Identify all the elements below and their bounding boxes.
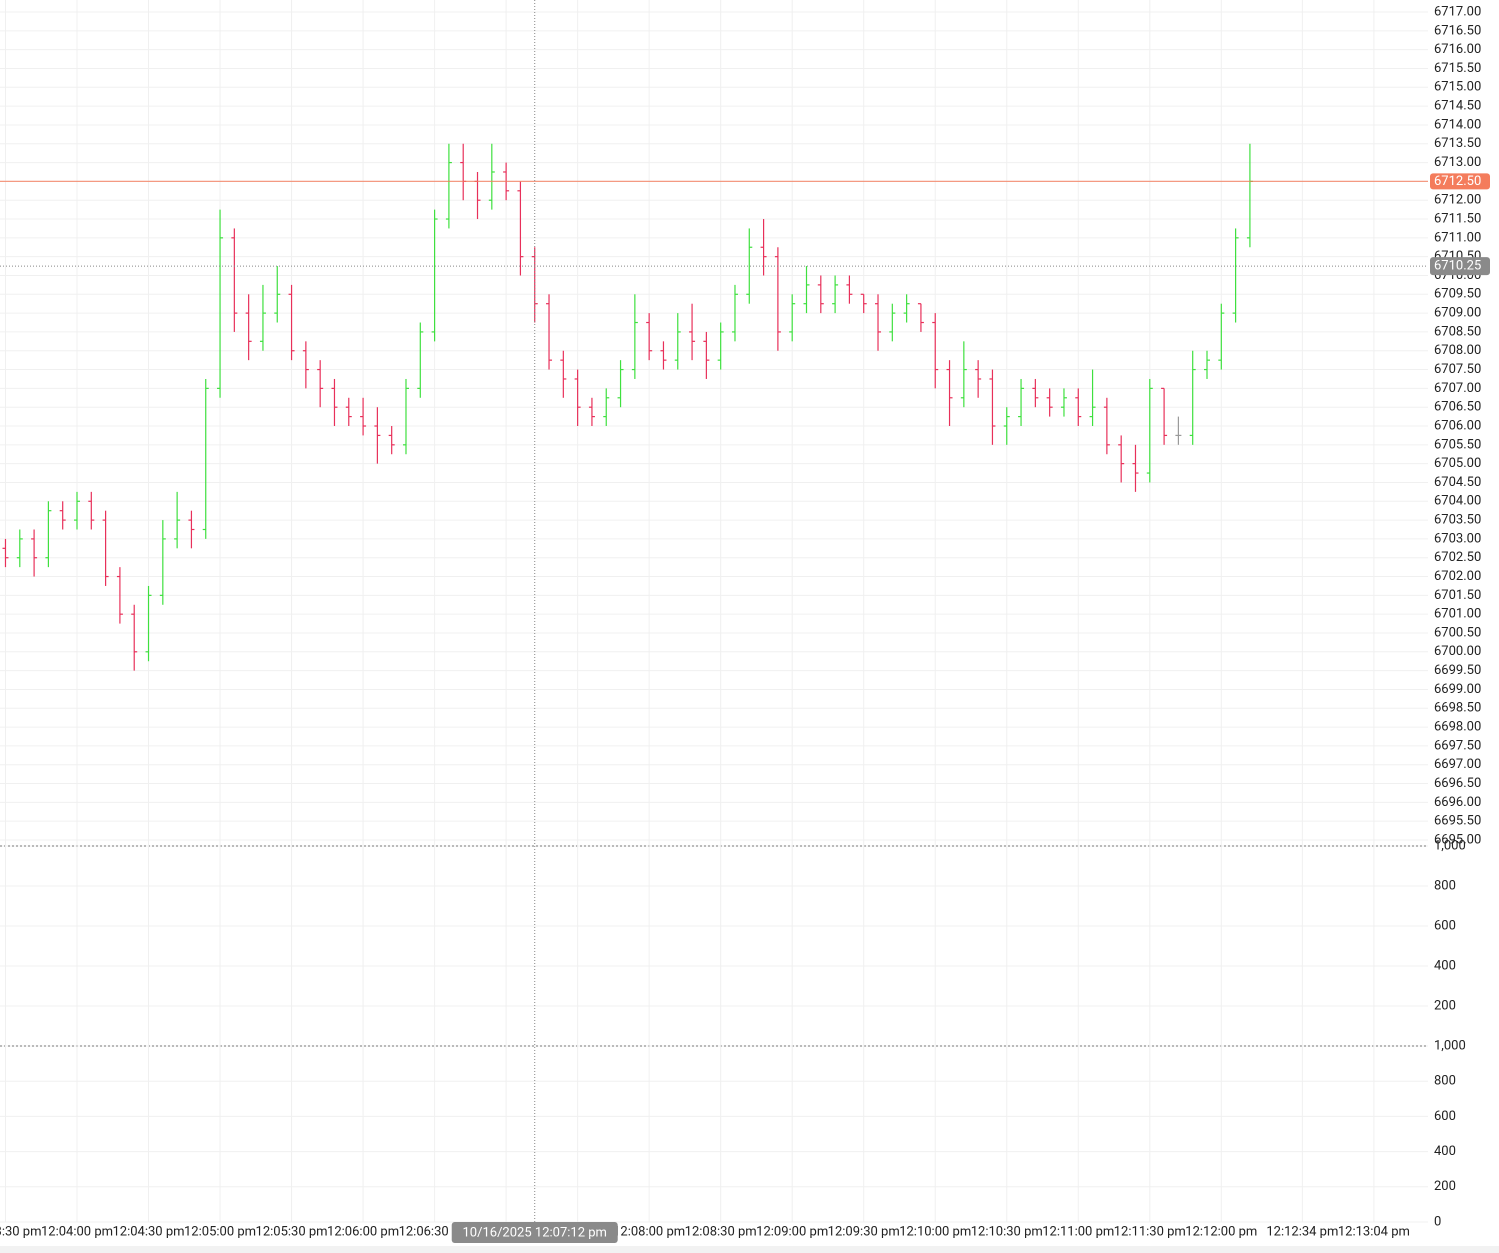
y-tick-label: 6706.00 bbox=[1434, 418, 1481, 433]
y-tick-label: 1,000 bbox=[1434, 838, 1466, 853]
y-tick-label: 6714.50 bbox=[1434, 99, 1481, 114]
y-tick-label: 6702.50 bbox=[1434, 550, 1481, 565]
y-tick-label: 200 bbox=[1434, 998, 1456, 1013]
x-tick-label: 12:13:04 pm bbox=[1338, 1224, 1410, 1239]
x-tick-label: 12:08:00 pm bbox=[613, 1224, 685, 1239]
axes: 6695.00 6695.50 6696.00 6696.50 6697.00 6697.… bbox=[0, 4, 1490, 1243]
y-tick-label: 6713.50 bbox=[1434, 136, 1481, 151]
y-tick-label: 6695.50 bbox=[1434, 814, 1481, 829]
x-tick-label: 12:10:00 pm bbox=[899, 1224, 971, 1239]
y-tick-label: 800 bbox=[1434, 1074, 1456, 1089]
y-tick-label: 600 bbox=[1434, 918, 1456, 933]
y-tick-label: 6699.00 bbox=[1434, 682, 1481, 697]
y-tick-label: 6712.00 bbox=[1434, 193, 1481, 208]
y-tick-label: 600 bbox=[1434, 1109, 1456, 1124]
y-tick-label: 200 bbox=[1434, 1179, 1456, 1194]
y-tick-label: 6709.00 bbox=[1434, 306, 1481, 321]
y-tick-label: 6696.50 bbox=[1434, 776, 1481, 791]
y-tick-label: 6713.00 bbox=[1434, 155, 1481, 170]
y-tick-label: 6696.00 bbox=[1434, 795, 1481, 810]
plot bbox=[0, 0, 1428, 1222]
y-tick-label: 1,000 bbox=[1434, 1038, 1466, 1053]
x-tick-label: 12:12:00 pm bbox=[1185, 1224, 1257, 1239]
y-tick-label: 6709.50 bbox=[1434, 287, 1481, 302]
x-tick-label: 12:11:30 pm bbox=[1114, 1224, 1186, 1239]
x-tick-label: 12:12:34 pm bbox=[1266, 1224, 1338, 1239]
x-tick-label: 12:06:00 pm bbox=[327, 1224, 399, 1239]
x-tick-label: 12:04:30 pm bbox=[112, 1224, 184, 1239]
y-tick-label: 6717.00 bbox=[1434, 4, 1481, 19]
x-tick-label: 12:04:00 pm bbox=[41, 1224, 113, 1239]
y-tick-label: 6703.50 bbox=[1434, 513, 1481, 528]
y-tick-label: 6705.00 bbox=[1434, 456, 1481, 471]
y-tick-label: 6702.00 bbox=[1434, 569, 1481, 584]
y-tick-label: 6716.50 bbox=[1434, 23, 1481, 38]
y-tick-label: 6700.00 bbox=[1434, 644, 1481, 659]
y-tick-label: 6703.00 bbox=[1434, 531, 1481, 546]
last-price-label: 6712.50 bbox=[1434, 174, 1481, 189]
y-tick-label: 6701.50 bbox=[1434, 588, 1481, 603]
y-tick-label: 6714.00 bbox=[1434, 117, 1481, 132]
last-price-tag bbox=[1430, 173, 1490, 190]
x-tick-label: 12:08:30 pm bbox=[685, 1224, 757, 1239]
y-tick-label: 800 bbox=[1434, 878, 1456, 893]
y-tick-label: 400 bbox=[1434, 1144, 1456, 1159]
y-tick-label: 6705.50 bbox=[1434, 437, 1481, 452]
y-tick-label: 400 bbox=[1434, 958, 1456, 973]
y-tick-label: 6698.50 bbox=[1434, 701, 1481, 716]
y-tick-label: 6697.00 bbox=[1434, 757, 1481, 772]
x-tick-label: 12:05:30 pm bbox=[256, 1224, 328, 1239]
y-tick-label: 6708.00 bbox=[1434, 343, 1481, 358]
y-tick-label: 6695.00 bbox=[1434, 832, 1481, 847]
x-tick-label: 12:10:30 pm bbox=[971, 1224, 1043, 1239]
y-tick-label: 6700.50 bbox=[1434, 625, 1481, 640]
y-tick-label: 6715.50 bbox=[1434, 61, 1481, 76]
y-tick-label: 6708.50 bbox=[1434, 324, 1481, 339]
y-tick-label: 6697.50 bbox=[1434, 738, 1481, 753]
x-tick-label: 12:09:30 pm bbox=[828, 1224, 900, 1239]
x-tick-label: 12:03:30 pm bbox=[0, 1224, 42, 1239]
y-tick-label: 6711.50 bbox=[1434, 211, 1481, 226]
y-tick-label: 6699.50 bbox=[1434, 663, 1481, 678]
grid bbox=[0, 0, 1428, 1223]
crosshair-price-label: 6710.25 bbox=[1434, 259, 1481, 274]
y-tick-label: 6706.50 bbox=[1434, 400, 1481, 415]
x-tick-label: 12:09:00 pm bbox=[756, 1224, 828, 1239]
y-tick-label: 6704.00 bbox=[1434, 494, 1481, 509]
x-tick-label: 12:05:00 pm bbox=[184, 1224, 256, 1239]
y-tick-label: 6707.00 bbox=[1434, 381, 1481, 396]
y-tick-label: 6715.00 bbox=[1434, 80, 1481, 95]
scroll-strip bbox=[0, 1246, 1499, 1253]
x-tick-label: 12:11:00 pm bbox=[1042, 1224, 1114, 1239]
y-tick-label: 6698.00 bbox=[1434, 720, 1481, 735]
y-tick-label: 6707.50 bbox=[1434, 362, 1481, 377]
crosshair-time-label: 10/16/2025 12:07:12 pm bbox=[462, 1225, 606, 1240]
y-tick-label: 6716.00 bbox=[1434, 42, 1481, 57]
crosshair-price-tag bbox=[1430, 257, 1490, 276]
y-tick-label: 6704.50 bbox=[1434, 475, 1481, 490]
crosshair-time-tag bbox=[451, 1222, 618, 1243]
y-tick-label: 6711.00 bbox=[1434, 230, 1481, 245]
y-tick-label: 6701.00 bbox=[1434, 607, 1481, 622]
y-tick-label: 0 bbox=[1434, 1214, 1441, 1229]
